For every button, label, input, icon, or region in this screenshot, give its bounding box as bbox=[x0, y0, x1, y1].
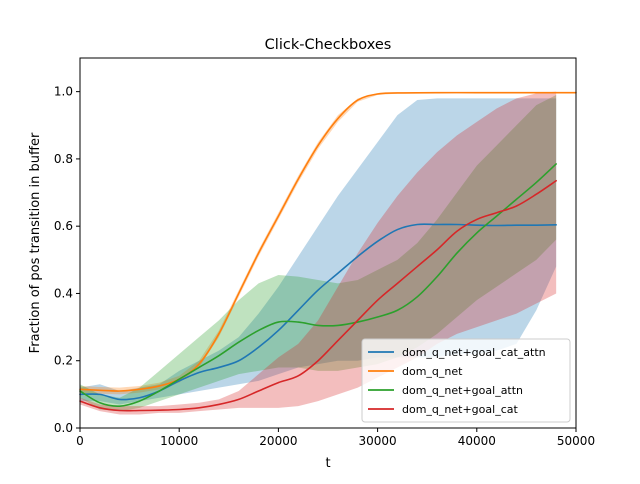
x-axis-label: t bbox=[325, 456, 330, 471]
band-dom-q-net-goal-cat-attn bbox=[80, 98, 557, 405]
y-axis: 0.0 0.2 0.4 0.6 0.8 1.0 bbox=[54, 85, 80, 435]
series-line-dom-q-net bbox=[79, 91, 577, 392]
legend-label-dom-q-net: dom_q_net bbox=[402, 365, 463, 378]
y-tick-label: 1.0 bbox=[54, 85, 73, 99]
y-tick-label: 0.0 bbox=[54, 421, 73, 435]
x-tick-label: 30000 bbox=[359, 434, 397, 448]
series-line-dom-q-net-goal-cat bbox=[79, 179, 557, 412]
y-tick-label: 0.2 bbox=[54, 354, 73, 368]
band-dom-q-net-goal-attn bbox=[80, 95, 557, 412]
y-axis-label: Fraction of pos transition in buffer bbox=[28, 132, 43, 353]
plot-frame bbox=[79, 57, 577, 429]
y-tick-label: 0.8 bbox=[54, 152, 73, 166]
x-tick-label: 40000 bbox=[458, 434, 496, 448]
series-line-dom-q-net-goal-attn bbox=[79, 163, 557, 407]
chart-title: Click-Checkboxes bbox=[265, 37, 392, 53]
legend-box bbox=[361, 338, 571, 423]
x-tick-label: 50000 bbox=[557, 434, 595, 448]
band-dom-q-net-goal-cat bbox=[80, 91, 557, 415]
series-lines bbox=[79, 91, 577, 412]
x-tick-label: 10000 bbox=[160, 434, 198, 448]
x-tick-label: 20000 bbox=[259, 434, 297, 448]
x-tick-label: 0 bbox=[76, 434, 84, 448]
legend-label-dom-q-net-goal-cat-attn: dom_q_net+goal_cat_attn bbox=[402, 346, 546, 359]
legend-label-dom-q-net-goal-cat: dom_q_net+goal_cat bbox=[402, 403, 518, 416]
y-tick-label: 0.6 bbox=[54, 219, 73, 233]
legend: dom_q_net+goal_cat_attn dom_q_net dom_q_ne… bbox=[361, 338, 571, 423]
legend-label-dom-q-net-goal-attn: dom_q_net+goal_attn bbox=[402, 384, 523, 397]
y-tick-label: 0.4 bbox=[54, 286, 73, 300]
confidence-bands bbox=[80, 91, 576, 415]
x-axis: 0 10000 20000 30000 40000 50000 bbox=[76, 428, 595, 448]
